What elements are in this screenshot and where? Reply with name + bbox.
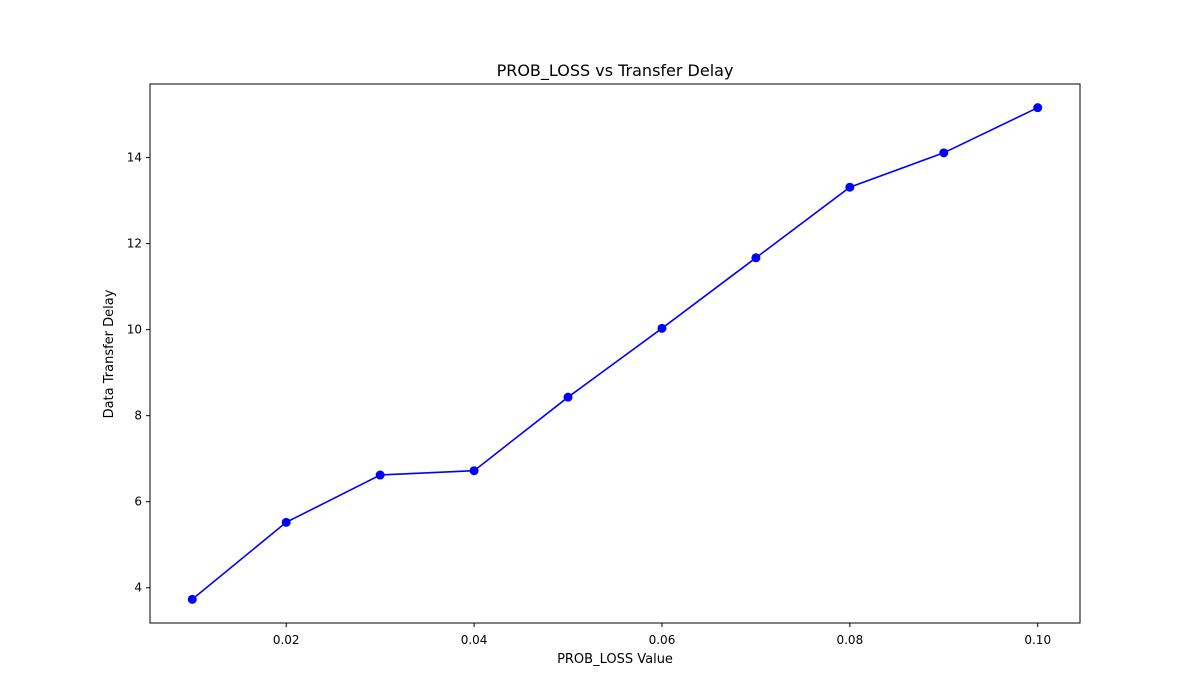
x-tick-label: 0.04 (461, 633, 488, 647)
data-point (469, 466, 479, 476)
x-tick-label: 0.10 (1024, 633, 1051, 647)
plot-area-frame (149, 83, 1081, 624)
x-tick-label: 0.06 (649, 633, 676, 647)
y-tick-label: 10 (127, 323, 142, 337)
x-tick-label: 0.08 (836, 633, 863, 647)
x-axis-ticks: 0.02 0.04 0.06 0.08 0.10 (273, 623, 1051, 647)
data-point (845, 182, 855, 192)
series-line (191, 106, 1039, 600)
y-tick-label: 6 (134, 495, 142, 509)
data-point (751, 253, 761, 263)
x-tick-label: 0.02 (273, 633, 300, 647)
series-layer (187, 103, 1043, 604)
data-point (281, 517, 291, 527)
x-axis-label: PROB_LOSS Value (557, 652, 673, 667)
data-point (375, 470, 385, 480)
data-point (939, 148, 949, 158)
y-tick-label: 8 (134, 409, 142, 423)
data-point (657, 323, 667, 333)
y-axis-label: Data Transfer Delay (102, 289, 117, 418)
data-point (187, 594, 197, 604)
data-point (1033, 103, 1043, 113)
chart-title: PROB_LOSS vs Transfer Delay (497, 61, 734, 81)
y-tick-label: 14 (127, 151, 142, 165)
y-tick-label: 4 (134, 581, 142, 595)
data-point (563, 392, 573, 402)
y-tick-label: 12 (127, 237, 142, 251)
y-axis-ticks: 4 6 8 10 12 14 (127, 151, 150, 595)
